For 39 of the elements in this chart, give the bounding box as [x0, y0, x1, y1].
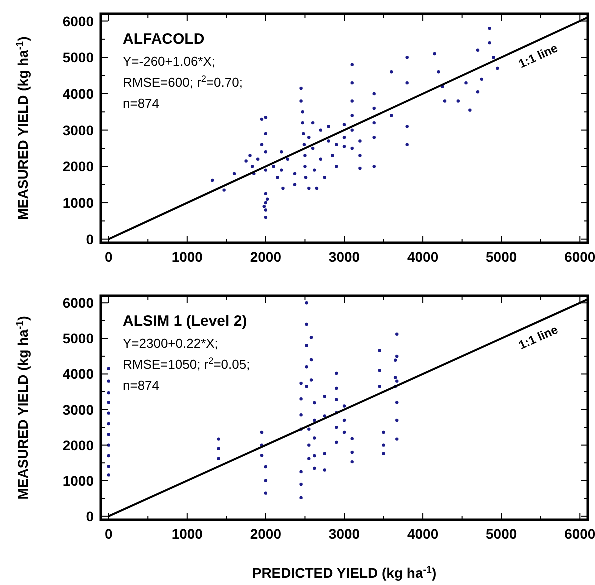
x-tick-label: 1000: [172, 526, 204, 542]
x-tick-label: 6000: [564, 526, 595, 542]
y-tick-label: 6000: [62, 295, 94, 312]
legend-label: 1:1 line: [516, 41, 560, 72]
y-tick-label: 1000: [62, 472, 94, 489]
x-tick-label: 3000: [328, 526, 360, 542]
x-tick-label: 4000: [407, 526, 439, 542]
y-tick-label: 1000: [62, 195, 94, 212]
annotation: RMSE=1050; r$^{2}$=0.05;: [123, 356, 250, 372]
x-tick-label: 2000: [250, 249, 282, 265]
y-tick-label: 2000: [62, 158, 94, 175]
x-tick-label: 4000: [407, 249, 439, 265]
x-tick-label: 3000: [328, 249, 360, 265]
x-tick-label: 5000: [486, 249, 518, 265]
annotation: n=874: [123, 96, 160, 111]
y-tick-label: 5000: [62, 50, 94, 66]
y-tick-label: 0: [86, 231, 94, 248]
x-axis-title: PREDICTED YIELD (kg ha$^{-1}$): [252, 564, 437, 581]
legend-label: 1:1 line: [516, 322, 560, 353]
y-tick-label: 3000: [62, 122, 94, 138]
x-tick-label: 5000: [486, 526, 518, 542]
annotation: n=874: [123, 378, 160, 393]
x-tick-label: 0: [104, 526, 113, 542]
x-tick-label: 6000: [564, 249, 595, 265]
y-tick-label: 4000: [62, 86, 94, 102]
y-tick-label: 5000: [62, 330, 94, 347]
y-tick-label: 0: [86, 508, 94, 524]
y-tick-label: 3000: [62, 402, 94, 418]
annotation: RMSE=600; r$^{2}$=0.70;: [123, 74, 243, 90]
text: ALFACOLD: [123, 31, 205, 48]
y-tick-label: 2000: [62, 437, 94, 454]
x-tick-label: 0: [104, 249, 113, 265]
text: ALSIM 1 (Level 2): [123, 313, 248, 330]
x-tick-label: 2000: [250, 526, 282, 542]
annotation: Y=2300+0.22*X;: [123, 336, 218, 351]
y-tick-label: 6000: [62, 13, 94, 30]
y-tick-label: 4000: [62, 366, 94, 382]
annotation: Y=-260+1.06*X;: [123, 54, 216, 69]
x-tick-label: 1000: [172, 249, 204, 265]
